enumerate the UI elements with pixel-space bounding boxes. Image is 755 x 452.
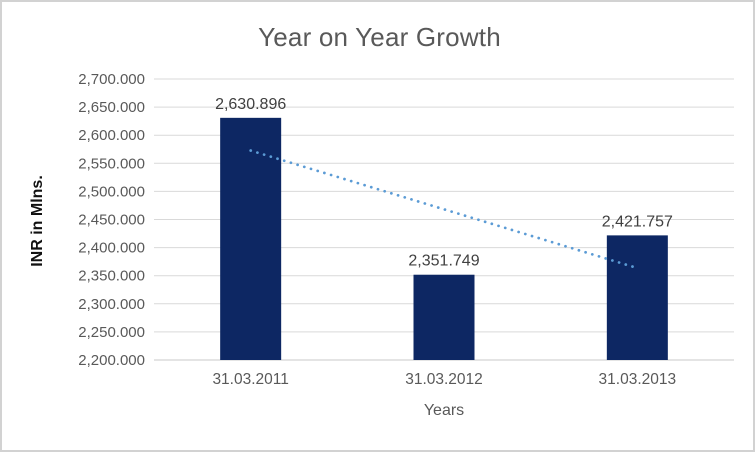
x-tick-label: 31.03.2012: [405, 371, 483, 388]
y-tick-label: 2,400.000: [78, 240, 145, 257]
trendline: [249, 149, 639, 270]
y-tick-label: 2,450.000: [78, 212, 145, 229]
y-tick-label: 2,200.000: [78, 352, 145, 369]
y-tick-label: 2,600.000: [78, 127, 145, 144]
y-tick-label: 2,250.000: [78, 324, 145, 341]
data-label: 2,421.757: [602, 213, 673, 230]
x-tick-label: 31.03.2011: [212, 371, 288, 388]
y-tick-label: 2,350.000: [78, 268, 145, 285]
data-label: 2,351.749: [408, 253, 479, 270]
bar: [413, 274, 475, 360]
y-tick-label: 2,500.000: [78, 183, 145, 200]
y-tick-label: 2,550.000: [78, 155, 145, 172]
y-tick-label: 2,650.000: [78, 99, 145, 116]
chart-title: Year on Year Growth: [258, 22, 501, 52]
y-tick-label: 2,300.000: [78, 296, 145, 313]
bar: [606, 235, 668, 360]
bar: [220, 117, 282, 360]
x-tick-label: 31.03.2013: [599, 371, 677, 388]
y-tick-label: 2,700.000: [78, 71, 145, 88]
x-axis-title: Years: [423, 402, 465, 419]
data-label: 2,630.896: [215, 96, 286, 113]
